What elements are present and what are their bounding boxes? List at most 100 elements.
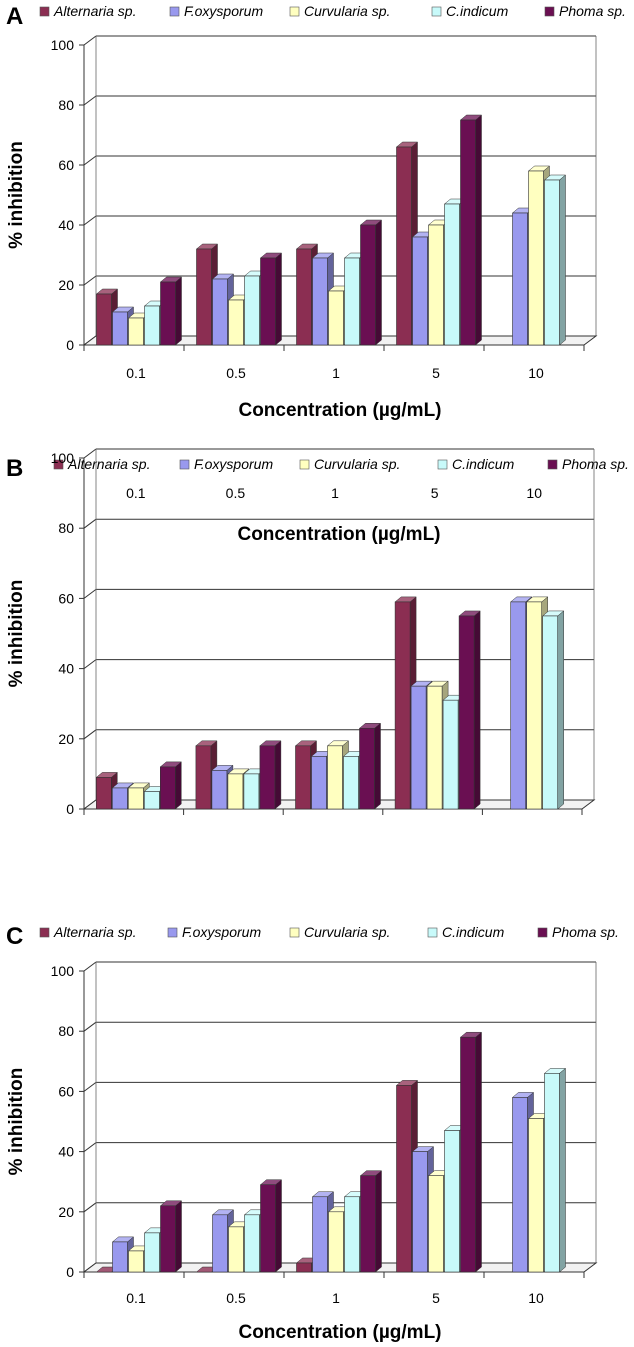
legend-entry: Phoma sp.: [559, 3, 626, 19]
bar: [428, 224, 444, 346]
chart-panel-a: A Alternaria sp. F.oxysporum Curvularia sp.…: [6, 3, 626, 421]
y-tick-label: 100: [51, 450, 75, 466]
bar: [442, 699, 459, 810]
bar: [112, 1241, 128, 1273]
x-axis-title: Concentration (µg/mL): [238, 1322, 441, 1343]
bar: [460, 1036, 476, 1273]
y-tick-label: 20: [58, 277, 74, 293]
legend-entry: C.indicum: [442, 924, 505, 940]
bar: [396, 146, 412, 346]
bar: [512, 212, 528, 346]
bar: [96, 777, 112, 810]
grid-side: [83, 215, 97, 226]
bar: [528, 1118, 544, 1273]
grid-side: [83, 589, 97, 599]
bar-side: [475, 114, 482, 346]
bar-side: [274, 740, 282, 810]
bar-side: [557, 610, 564, 810]
bar: [296, 1262, 312, 1273]
legend-swatch: [431, 6, 442, 17]
legend-entry: F.oxysporum: [182, 924, 261, 940]
bar: [512, 1097, 528, 1273]
bar: [410, 685, 427, 810]
bar-side: [175, 761, 182, 810]
bar: [211, 770, 228, 810]
legend-entry: Curvularia sp.: [304, 3, 390, 19]
bar: [312, 257, 328, 346]
bar: [144, 1232, 160, 1273]
legend-entry: C.indicum: [452, 456, 515, 472]
bar: [160, 766, 176, 810]
x-tick-label: 0.5: [226, 1290, 246, 1306]
grid-side: [83, 1202, 97, 1213]
y-tick-label: 60: [58, 157, 74, 173]
bar: [510, 601, 527, 810]
grid-side: [83, 961, 97, 972]
legend-swatch: [544, 6, 555, 17]
bar-side: [275, 1179, 282, 1273]
bar: [160, 1205, 176, 1273]
bar: [228, 299, 244, 346]
x-tick-label: 1: [332, 1290, 340, 1306]
x-tick-label: 5: [431, 485, 439, 501]
bar: [444, 203, 460, 346]
legend-swatch: [53, 459, 64, 470]
y-tick-label: 40: [58, 661, 74, 677]
bar: [112, 787, 128, 810]
y-axis-title: % inhibition: [6, 1068, 27, 1176]
bar: [196, 248, 212, 346]
grid-side: [83, 659, 97, 669]
bar: [327, 745, 343, 810]
x-tick-label: 10: [528, 1290, 544, 1306]
x-tick-label: 1: [331, 485, 339, 501]
legend-swatch: [169, 6, 180, 17]
x-tick-label: 5: [432, 365, 440, 381]
y-tick-label: 20: [58, 731, 74, 747]
x-tick-label: 5: [432, 1290, 440, 1306]
x-axis-title: Concentration (µg/mL): [237, 524, 440, 545]
bar-side: [473, 610, 481, 810]
bar-side: [375, 219, 382, 346]
grid-side: [83, 95, 97, 106]
grid-side: [83, 1142, 97, 1152]
legend-swatch: [299, 459, 310, 470]
bar: [312, 1196, 328, 1273]
panel-label: B: [6, 455, 23, 482]
legend-entry: F.oxysporum: [194, 456, 273, 472]
bar: [412, 236, 428, 346]
bar: [195, 745, 212, 810]
bar: [311, 756, 327, 810]
bar: [295, 745, 311, 810]
bar: [260, 257, 276, 346]
grid-side: [83, 275, 97, 286]
legend-swatch: [289, 6, 300, 17]
legend-entry: Phoma sp.: [562, 456, 629, 472]
bar: [328, 290, 344, 346]
bar-side: [374, 722, 381, 810]
y-tick-label: 100: [51, 963, 75, 979]
bar-side: [475, 1031, 482, 1273]
bar: [412, 1151, 428, 1273]
grid-side: [83, 155, 97, 166]
bar: [360, 1175, 376, 1273]
legend-entry: Curvularia sp.: [304, 924, 390, 940]
legend-swatch: [39, 927, 50, 938]
x-tick-label: 0.5: [226, 365, 246, 381]
bar-side: [175, 1200, 182, 1273]
legend-entry: Alternaria sp.: [53, 3, 136, 19]
y-axis-title: % inhibition: [6, 141, 27, 249]
bar: [526, 601, 543, 810]
bar: [227, 773, 244, 810]
legend-swatch: [167, 927, 178, 938]
x-tick-label: 0.5: [226, 485, 246, 501]
legend-swatch: [547, 459, 558, 470]
y-tick-label: 40: [58, 1144, 74, 1160]
bar: [144, 305, 160, 346]
bar: [544, 1073, 560, 1273]
bar: [328, 1211, 344, 1273]
bar: [212, 1214, 228, 1273]
y-tick-label: 80: [58, 520, 74, 536]
legend-swatch: [179, 459, 190, 470]
